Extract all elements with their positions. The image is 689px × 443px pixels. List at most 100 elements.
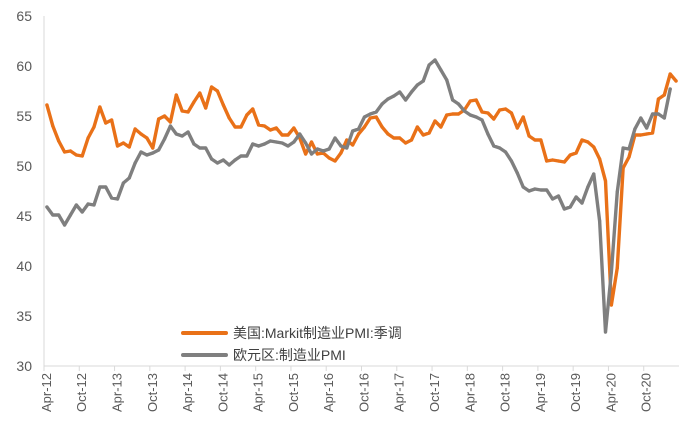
data-point-euro-pmi: [586, 185, 590, 189]
data-point-euro-pmi: [527, 189, 531, 193]
data-point-euro-pmi: [492, 144, 496, 148]
legend: 美国:Markit制造业PMI:季调 欧元区:制造业PMI: [181, 325, 402, 363]
data-point-us-pmi: [621, 166, 625, 170]
data-point-euro-pmi: [209, 157, 214, 161]
data-point-us-pmi: [280, 133, 284, 137]
data-point-euro-pmi: [98, 185, 102, 189]
data-point-us-pmi: [233, 125, 237, 129]
data-point-euro-pmi: [509, 159, 514, 163]
data-point-us-pmi: [292, 126, 296, 130]
x-tick-label: Oct-14: [215, 373, 230, 412]
data-point-euro-pmi: [315, 147, 319, 151]
data-point-euro-pmi: [45, 205, 49, 209]
data-point-euro-pmi: [380, 102, 384, 106]
y-tick-label: 40: [16, 258, 32, 274]
data-point-euro-pmi: [80, 210, 84, 214]
data-point-euro-pmi: [186, 130, 190, 134]
y-tick-label: 60: [16, 58, 32, 74]
data-point-us-pmi: [556, 159, 561, 163]
data-point-euro-pmi: [521, 185, 525, 189]
y-tick-label: 55: [16, 108, 32, 124]
x-tick-label: Apr-14: [180, 373, 195, 412]
data-point-euro-pmi: [121, 181, 125, 185]
data-point-us-pmi: [562, 160, 566, 164]
data-point-euro-pmi: [374, 110, 378, 114]
data-point-euro-pmi: [57, 213, 61, 217]
data-point-euro-pmi: [462, 109, 466, 113]
data-point-us-pmi: [674, 79, 678, 83]
data-point-euro-pmi: [292, 140, 296, 144]
data-point-us-pmi: [474, 98, 478, 102]
data-point-us-pmi: [427, 131, 431, 135]
data-point-euro-pmi: [562, 207, 566, 211]
data-point-euro-pmi: [321, 149, 325, 153]
data-point-euro-pmi: [598, 219, 602, 223]
data-point-euro-pmi: [498, 146, 502, 150]
data-point-euro-pmi: [668, 87, 672, 91]
data-point-euro-pmi: [304, 141, 308, 145]
data-point-us-pmi: [586, 140, 590, 144]
data-point-euro-pmi: [356, 127, 361, 131]
data-point-euro-pmi: [192, 142, 196, 146]
data-point-euro-pmi: [662, 116, 666, 120]
data-point-euro-pmi: [439, 68, 443, 72]
data-point-euro-pmi: [339, 144, 343, 148]
data-point-euro-pmi: [398, 90, 402, 94]
data-point-euro-pmi: [345, 146, 349, 150]
data-point-euro-pmi: [515, 171, 519, 175]
data-point-euro-pmi: [574, 195, 578, 199]
data-point-us-pmi: [609, 303, 613, 307]
data-point-us-pmi: [451, 112, 455, 116]
x-tick-label: Apr-19: [533, 373, 548, 412]
data-point-us-pmi: [356, 132, 361, 136]
data-point-us-pmi: [162, 114, 167, 118]
data-point-us-pmi: [268, 128, 272, 132]
data-point-us-pmi: [151, 146, 155, 150]
data-point-us-pmi: [539, 138, 543, 142]
data-point-us-pmi: [398, 136, 402, 140]
data-point-euro-pmi: [162, 137, 167, 141]
data-point-euro-pmi: [127, 176, 131, 180]
data-point-us-pmi: [145, 136, 149, 140]
x-tick-label: Oct-20: [639, 373, 654, 412]
x-tick-label: Oct-18: [498, 373, 513, 412]
data-point-euro-pmi: [74, 203, 78, 207]
data-point-us-pmi: [639, 133, 643, 137]
data-point-us-pmi: [180, 109, 184, 113]
data-point-us-pmi: [174, 93, 178, 97]
data-point-us-pmi: [580, 138, 584, 142]
data-point-euro-pmi: [198, 146, 202, 150]
data-point-euro-pmi: [139, 150, 143, 154]
data-point-us-pmi: [57, 139, 61, 143]
data-point-us-pmi: [615, 266, 619, 270]
data-point-us-pmi: [192, 100, 196, 104]
data-point-euro-pmi: [227, 163, 231, 167]
data-point-us-pmi: [127, 145, 131, 149]
data-point-euro-pmi: [409, 90, 414, 94]
data-point-us-pmi: [104, 121, 108, 125]
data-point-euro-pmi: [650, 112, 655, 116]
data-point-us-pmi: [274, 126, 278, 130]
data-point-euro-pmi: [456, 102, 461, 106]
data-point-us-pmi: [521, 115, 525, 119]
data-point-us-pmi: [550, 158, 555, 162]
data-point-us-pmi: [603, 179, 608, 183]
x-tick-label: Apr-16: [321, 373, 336, 412]
x-tick-label: Apr-13: [109, 373, 124, 412]
data-point-us-pmi: [392, 136, 396, 140]
x-tick-label: Apr-20: [603, 373, 618, 412]
data-point-us-pmi: [439, 125, 443, 129]
data-point-us-pmi: [533, 138, 537, 142]
data-point-us-pmi: [650, 131, 655, 135]
data-point-us-pmi: [327, 156, 331, 160]
data-point-euro-pmi: [468, 113, 472, 117]
data-point-us-pmi: [139, 132, 143, 136]
data-point-euro-pmi: [633, 127, 637, 131]
data-point-us-pmi: [133, 127, 137, 131]
data-point-us-pmi: [515, 126, 519, 130]
data-point-us-pmi: [545, 159, 549, 163]
data-point-euro-pmi: [274, 140, 278, 144]
data-point-us-pmi: [110, 118, 114, 122]
data-point-euro-pmi: [286, 144, 290, 148]
